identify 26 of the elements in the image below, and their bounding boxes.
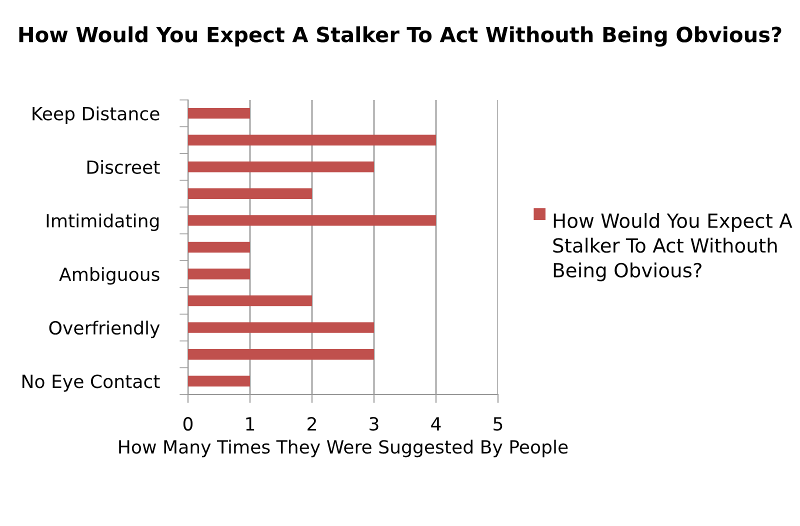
bar — [188, 348, 374, 360]
x-tick-label: 2 — [308, 417, 316, 430]
y-tick-label: Keep Distance — [32, 106, 160, 124]
x-tick-label: 5 — [494, 417, 502, 431]
y-tick-label: Discreet — [87, 160, 160, 174]
bar — [188, 188, 312, 200]
bar — [188, 268, 250, 280]
y-tick-label: Ambiguous — [59, 267, 160, 285]
bar — [188, 376, 250, 386]
x-tick-label: 1 — [246, 417, 254, 430]
bar — [188, 215, 436, 226]
x-tick-label: 3 — [370, 417, 378, 431]
y-tick-label: Imtimidating — [46, 214, 159, 232]
bar — [188, 322, 374, 333]
x-tick-label: 4 — [431, 417, 441, 430]
bar — [188, 295, 312, 306]
y-tick-label: No Eye Contact — [22, 374, 160, 392]
bar — [188, 162, 374, 172]
y-tick-label: Overfriendly — [49, 320, 160, 338]
bar — [188, 242, 250, 253]
x-tick-label: 0 — [183, 417, 193, 431]
bar — [188, 134, 436, 146]
legend-label: How Would You Expect A Stalker To Act Withouth Being Obvious? — [553, 213, 792, 282]
chart-title: How Would You Expect A Stalker To Act Withouth Being Obvious? — [19, 26, 782, 47]
bar — [188, 108, 250, 119]
x-axis-title: How Many Times They Were Suggested By People — [119, 440, 568, 458]
